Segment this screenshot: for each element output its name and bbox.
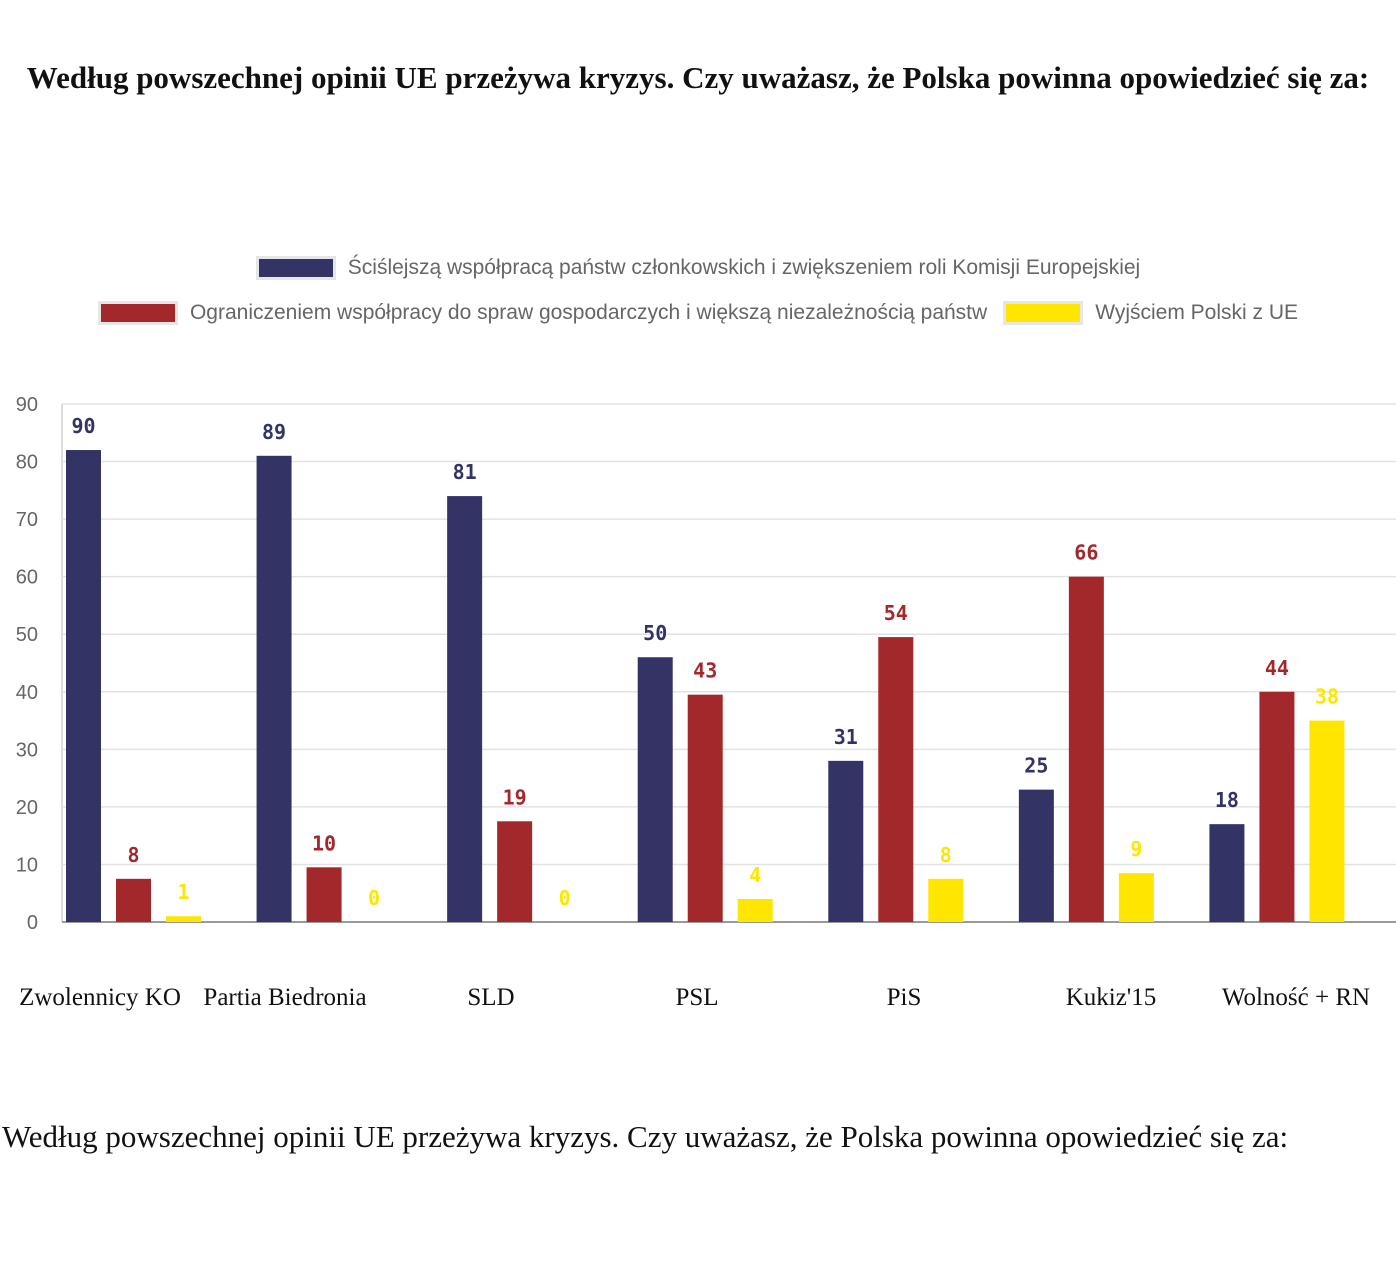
chart-title: Według powszechnej opinii UE przeżywa kr…: [26, 60, 1370, 95]
data-label: 81: [453, 460, 477, 484]
data-label: 1: [177, 880, 189, 904]
y-tick-label: 10: [16, 854, 38, 876]
bar-series3-5: [928, 878, 964, 922]
bar-series3-7: [1309, 720, 1345, 922]
x-category-label: PiS: [886, 984, 922, 1011]
data-label: 0: [559, 886, 571, 910]
legend-label-3: Wyjściem Polski z UE: [1095, 301, 1299, 324]
data-label: 10: [312, 831, 336, 855]
bar-series2-3: [497, 821, 533, 922]
y-tick-label: 40: [16, 682, 38, 704]
bar-series1-7: [1209, 824, 1245, 922]
data-label: 89: [262, 420, 286, 444]
legend-row-2: Ograniczeniem współpracy do spraw gospod…: [0, 295, 1396, 331]
bar-series1-6: [1018, 789, 1054, 922]
y-tick-label: 50: [16, 624, 38, 646]
bar-series1-2: [256, 455, 292, 922]
bar-series3-6: [1118, 873, 1154, 922]
data-label: 18: [1215, 788, 1239, 812]
data-label: 8: [127, 843, 139, 867]
data-label: 8: [940, 843, 952, 867]
y-tick-label: 80: [16, 452, 38, 474]
y-tick-label: 20: [16, 797, 38, 819]
data-label: 19: [503, 785, 527, 809]
chart-caption: Według powszechnej opinii UE przeżywa kr…: [2, 1119, 1289, 1154]
x-category-label: Wolność + RN: [1221, 984, 1371, 1011]
bar-series1-5: [828, 760, 864, 922]
legend-label-1: Ściślejszą współpracą państw członkowski…: [347, 256, 1141, 279]
data-label: 0: [368, 886, 380, 910]
bar-series1-3: [447, 496, 483, 922]
data-label: 90: [71, 414, 95, 438]
legend-swatch-1: [255, 256, 336, 280]
bar-series2-1: [116, 878, 151, 922]
x-category-label: SLD: [467, 984, 515, 1011]
legend-item-1[interactable]: Ściślejszą współpracą państw członkowski…: [255, 256, 1141, 280]
y-tick-label: 0: [27, 912, 38, 934]
bar-series2-2: [306, 867, 342, 922]
bar-series2-5: [878, 637, 914, 922]
bar-series1-1: [66, 450, 101, 922]
data-label: 44: [1265, 656, 1289, 680]
legend-row-1: Ściślejszą współpracą państw członkowski…: [0, 250, 1396, 286]
legend-item-2[interactable]: Ograniczeniem współpracy do spraw gospod…: [97, 301, 988, 325]
legend: Ściślejszą współpracą państw członkowski…: [0, 250, 1396, 340]
data-label: 43: [693, 659, 717, 683]
bar-series2-4: [687, 694, 723, 922]
data-label: 9: [1130, 837, 1142, 861]
x-category-label: Zwolennicy KO: [19, 984, 181, 1011]
legend-item-3[interactable]: Wyjściem Polski z UE: [1003, 301, 1298, 325]
x-category-label: PSL: [675, 984, 719, 1011]
legend-label-2: Ograniczeniem współpracy do spraw gospod…: [189, 301, 988, 324]
data-label: 66: [1074, 541, 1098, 565]
data-label: 54: [884, 601, 908, 625]
legend-swatch-2: [97, 301, 178, 325]
x-category-label: Kukiz'15: [1065, 984, 1157, 1011]
y-tick-label: 90: [16, 394, 38, 416]
x-category-label: Partia Biedronia: [203, 984, 367, 1011]
y-tick-label: 70: [16, 509, 38, 531]
data-label: 25: [1024, 754, 1048, 778]
legend-swatch-3: [1003, 301, 1084, 325]
bar-series3-1: [166, 916, 201, 922]
y-tick-label: 60: [16, 567, 38, 589]
bar-series3-4: [737, 898, 773, 922]
bar-series2-6: [1068, 576, 1104, 922]
data-label: 4: [749, 863, 761, 887]
bar-series2-7: [1259, 691, 1295, 922]
data-label: 50: [643, 621, 667, 645]
data-label: 31: [834, 725, 858, 749]
y-tick-label: 30: [16, 739, 38, 761]
data-label: 38: [1315, 685, 1339, 709]
bar-series1-4: [637, 657, 673, 922]
